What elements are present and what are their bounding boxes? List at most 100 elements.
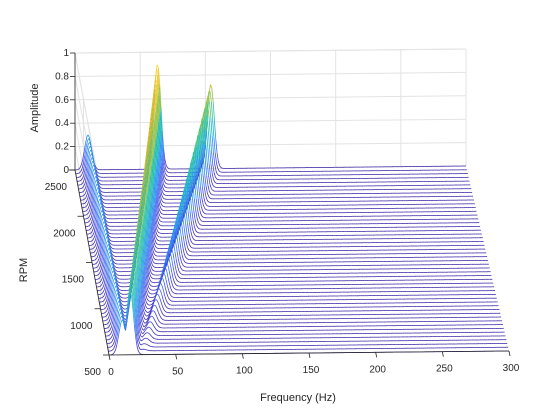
waterfall-segment (209, 191, 210, 194)
waterfall-segment (201, 214, 202, 217)
waterfall-segment (100, 184, 101, 185)
waterfall-segment (104, 207, 105, 208)
waterfall-segment (211, 188, 212, 190)
waterfall-segment (80, 180, 81, 181)
waterfall-segment (197, 218, 198, 222)
waterfall-segment (108, 226, 109, 227)
waterfall-segment (204, 213, 205, 214)
waterfall-segment (90, 217, 91, 220)
waterfall-segment (215, 164, 216, 171)
waterfall-segment (202, 198, 203, 205)
waterfall-segment (209, 197, 210, 198)
waterfall-segment (164, 194, 165, 195)
waterfall-segment (206, 146, 207, 163)
waterfall-segment (85, 191, 86, 194)
waterfall-segment (208, 148, 209, 164)
waterfall-segment (216, 140, 217, 154)
waterfall-segment (87, 222, 88, 223)
waterfall-segment (212, 151, 213, 164)
waterfall-segment (204, 187, 205, 195)
waterfall-segment (210, 134, 211, 151)
waterfall-segment (160, 192, 161, 198)
waterfall-segment (158, 228, 159, 229)
waterfall-segment (210, 91, 211, 102)
waterfall-segment (162, 195, 163, 198)
waterfall-segment (89, 210, 90, 213)
waterfall-segment (161, 209, 162, 210)
waterfall-segment (215, 182, 216, 183)
waterfall-segment (201, 187, 202, 198)
waterfall-segment (215, 153, 216, 163)
waterfall-segment (159, 196, 160, 203)
waterfall-segment (202, 221, 203, 222)
waterfall-segment (164, 190, 165, 191)
waterfall-segment (206, 205, 207, 206)
waterfall-segment (220, 166, 221, 168)
waterfall-segment (210, 184, 211, 188)
waterfall-segment (106, 214, 107, 215)
waterfall-segment (161, 213, 162, 214)
waterfall-segment (84, 203, 85, 204)
waterfall-segment (217, 163, 218, 168)
waterfall-segment (194, 199, 195, 210)
waterfall-segment (208, 132, 209, 150)
waterfall-segment (167, 172, 168, 173)
waterfall-segment (212, 174, 213, 180)
waterfall-segment (210, 175, 211, 182)
waterfall-segment (212, 136, 213, 153)
waterfall-segment (216, 171, 217, 174)
waterfall-segment (86, 195, 87, 198)
waterfall-segment (160, 217, 161, 218)
waterfall-segment (199, 187, 200, 199)
waterfall-segment (194, 211, 195, 220)
waterfall-segment (200, 219, 201, 221)
waterfall-segment (164, 180, 165, 183)
waterfall-segment (88, 182, 89, 189)
waterfall-segment (163, 198, 164, 199)
waterfall-segment (210, 198, 211, 199)
waterfall-segment (208, 202, 209, 203)
waterfall-segment (200, 199, 201, 207)
waterfall-segment (165, 176, 166, 179)
waterfall-segment (78, 173, 79, 174)
waterfall-segment (87, 202, 88, 205)
waterfall-segment (217, 179, 218, 180)
waterfall-segment (211, 164, 212, 174)
waterfall-segment (159, 210, 160, 213)
waterfall-segment (203, 175, 204, 188)
waterfall-segment (211, 194, 212, 195)
waterfall-segment (207, 200, 208, 202)
waterfall-segment (217, 153, 218, 161)
waterfall-segment (213, 102, 214, 121)
waterfall-segment (158, 217, 159, 220)
waterfall-segment (82, 192, 83, 193)
waterfall-segment (162, 178, 163, 184)
waterfall-segment (213, 190, 214, 191)
waterfall-segment (198, 222, 199, 224)
waterfall-segment (207, 163, 208, 176)
waterfall-segment (219, 171, 220, 172)
waterfall-segment (166, 165, 167, 167)
waterfall-segment (211, 85, 212, 89)
waterfall-segment (162, 191, 163, 194)
waterfall-segment (104, 203, 105, 204)
waterfall-segment (215, 177, 216, 179)
waterfall-segment (85, 211, 86, 212)
waterfall-segment (205, 208, 206, 210)
waterfall-segment (102, 195, 103, 196)
waterfall-segment (89, 229, 90, 230)
waterfall-segment (159, 213, 160, 216)
waterfall-segment (200, 224, 201, 225)
waterfall-segment (84, 187, 85, 190)
waterfall-segment (213, 152, 214, 164)
waterfall-segment (212, 88, 213, 102)
waterfall-segment (93, 209, 94, 216)
waterfall-segment (88, 135, 89, 138)
waterfall-segment (84, 159, 85, 166)
waterfall-segment (204, 197, 205, 202)
waterfall-segment (87, 175, 88, 182)
waterfall-segment (201, 174, 202, 188)
waterfall-segment (168, 168, 169, 169)
waterfall-segment (158, 221, 159, 224)
